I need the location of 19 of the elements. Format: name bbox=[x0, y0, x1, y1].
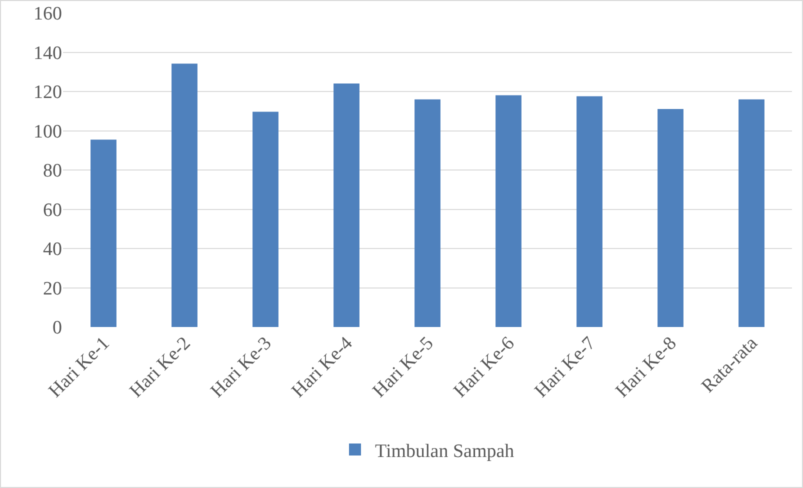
bar bbox=[414, 99, 440, 327]
y-tick-label: 60 bbox=[43, 200, 62, 221]
y-tick-label: 140 bbox=[34, 42, 62, 64]
y-tick-label: 100 bbox=[34, 121, 62, 142]
bar bbox=[90, 140, 116, 327]
bar bbox=[658, 108, 684, 327]
y-tick-label: 120 bbox=[34, 82, 62, 104]
legend-label: Timbulan Sampah bbox=[375, 440, 515, 462]
bar bbox=[172, 64, 198, 327]
bar bbox=[252, 112, 278, 327]
bar bbox=[738, 99, 764, 327]
y-tick-label: 80 bbox=[43, 160, 62, 182]
bar bbox=[334, 83, 360, 327]
y-tick-label: 20 bbox=[43, 278, 62, 300]
y-tick-label: 0 bbox=[52, 318, 62, 339]
bar bbox=[576, 96, 602, 327]
y-tick-label: 40 bbox=[43, 239, 62, 260]
y-tick-label: 160 bbox=[34, 4, 62, 25]
bar bbox=[496, 95, 522, 327]
